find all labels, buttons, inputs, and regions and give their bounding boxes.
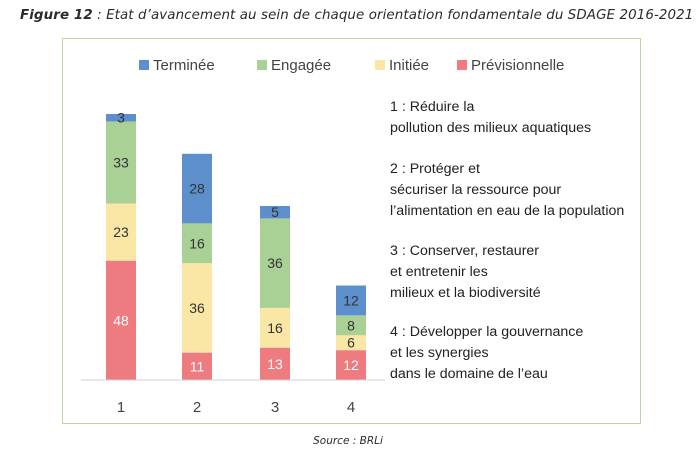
bar-previsionnelle-4 [336, 350, 366, 380]
data-label: 8 [347, 317, 355, 333]
source-note: Source : BRLi [313, 435, 383, 447]
data-label: 6 [347, 335, 355, 351]
data-label: 16 [267, 320, 283, 336]
annotation-3-line: 3 : Conserver, restaurer [390, 243, 539, 259]
annotation-4-line: dans le domaine de l’eau [390, 366, 548, 382]
annotation-3-line: milieux et la biodiversité [390, 285, 541, 301]
bar-previsionnelle-3 [260, 347, 290, 380]
data-label: 12 [343, 292, 359, 308]
bar-initiee-4 [336, 335, 366, 351]
x-tick-label: 4 [347, 399, 355, 416]
bar-initiee-3 [260, 307, 290, 348]
x-tick-label: 1 [117, 399, 125, 416]
data-label: 5 [271, 204, 279, 220]
bar-previsionnelle-2 [182, 352, 212, 380]
legend-swatch-initiee [375, 60, 385, 70]
bar-initiee-1 [106, 203, 136, 261]
bar-previsionnelle-1 [106, 260, 136, 380]
chart-frame: 48 23 33 3 11 36 16 28 13 16 36 5 12 6 8 12 1 2 3 4 Terminée… [62, 38, 641, 424]
legend-label-terminee: Terminée [153, 57, 215, 74]
data-label: 16 [189, 235, 205, 251]
annotation-1-line: pollution des milieux aquatiques [390, 120, 591, 136]
data-label: 3 [117, 110, 125, 126]
annotation-2-line: 2 : Protéger et [390, 161, 480, 177]
legend-label-previsionnelle: Prévisionnelle [471, 57, 564, 74]
annotation-4-line: et les synergies [390, 345, 489, 361]
bar-terminee-1 [106, 114, 136, 122]
annotation-2-line: l’alimentation en eau de la population [390, 203, 624, 219]
data-label: 12 [343, 357, 359, 373]
x-tick-label: 2 [193, 399, 201, 416]
bar-terminee-4 [336, 285, 366, 316]
annotation-2-line: sécuriser la ressource pour [390, 182, 561, 198]
legend-swatch-terminee [139, 60, 149, 70]
bar-engagee-3 [260, 218, 290, 308]
data-label: 13 [267, 356, 283, 372]
bar-terminee-3 [260, 205, 290, 219]
data-label: 11 [190, 358, 205, 374]
bar-engagee-2 [182, 223, 212, 264]
data-label: 28 [189, 181, 205, 197]
data-label: 36 [189, 300, 205, 316]
legend-label-engagee: Engagée [271, 57, 331, 74]
bar-engagee-4 [336, 315, 366, 336]
annotation-1-line: 1 : Réduire la [390, 99, 474, 115]
annotation-4-line: 4 : Développer la gouvernance [390, 324, 583, 340]
legend-swatch-engagee [257, 60, 267, 70]
x-tick-label: 3 [271, 399, 279, 416]
data-label: 23 [113, 224, 129, 240]
bar-terminee-2 [182, 153, 212, 224]
data-label: 48 [113, 312, 129, 328]
figure-label: Figure 12 [20, 8, 93, 23]
figure-caption: : Etat d’avancement au sein de chaque or… [92, 8, 694, 23]
bar-initiee-2 [182, 263, 212, 353]
legend-label-initiee: Initiée [389, 57, 429, 74]
legend-swatch-previsionnelle [457, 60, 467, 70]
figure-title: Figure 12 : Etat d’avancement au sein de… [20, 8, 693, 23]
data-label: 36 [267, 255, 283, 271]
annotation-3-line: et entretenir les [390, 264, 488, 280]
data-label: 33 [113, 154, 129, 170]
bar-engagee-1 [106, 121, 136, 204]
